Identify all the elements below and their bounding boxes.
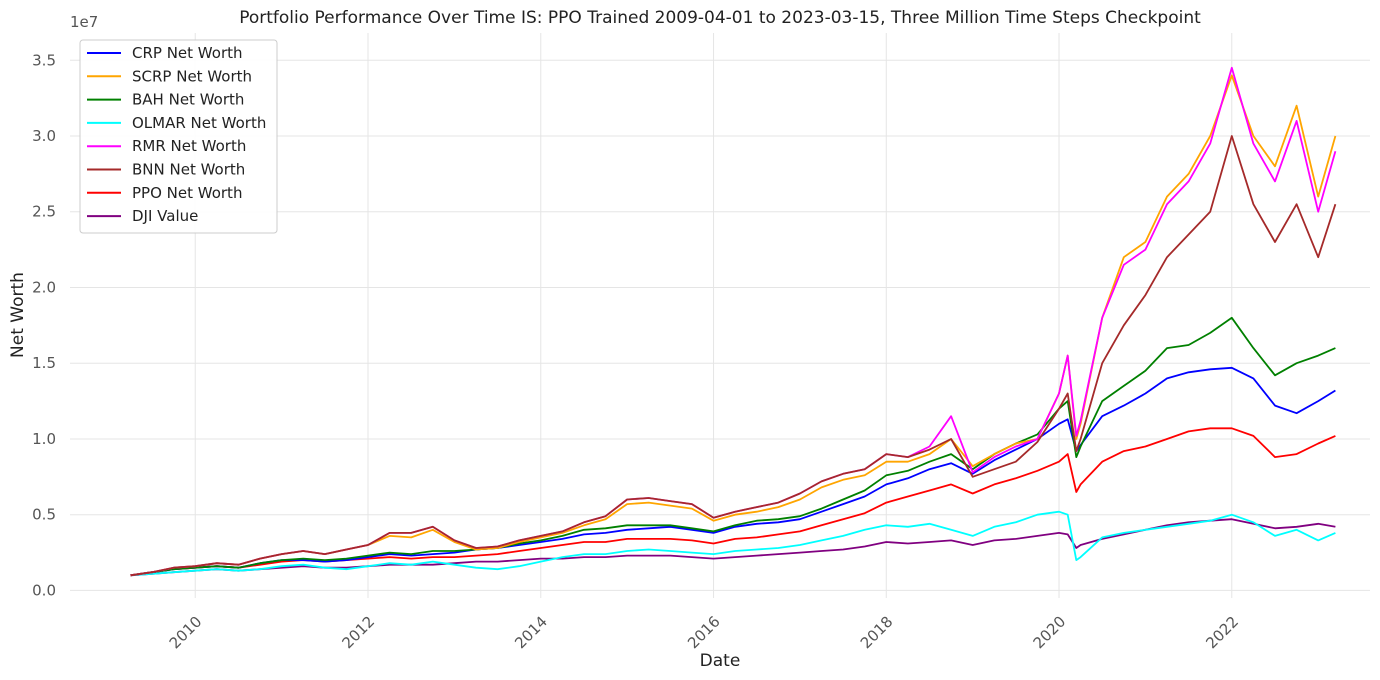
legend-label: BNN Net Worth (132, 161, 245, 179)
legend-label: CRP Net Worth (132, 44, 243, 62)
y-tick-label: 3.5 (32, 51, 56, 69)
series-line-crp-net-worth (130, 366, 1336, 577)
y-tick-label: 0.0 (32, 581, 56, 599)
legend-label: BAH Net Worth (132, 91, 244, 109)
y-tick-label: 2.5 (32, 203, 56, 221)
y-tick-label: 3.0 (32, 127, 56, 145)
y-tick-label: 0.5 (32, 506, 56, 524)
legend: CRP Net Worth SCRP Net Worth BAH Net Worth… (79, 39, 278, 234)
legend-label: RMR Net Worth (132, 137, 246, 155)
y-offset-label: 1e7 (70, 13, 98, 31)
legend-label: OLMAR Net Worth (132, 114, 266, 132)
x-axis-label: Date (700, 651, 741, 671)
series-line-olmar-net-worth (130, 510, 1336, 577)
legend-label: SCRP Net Worth (132, 67, 252, 85)
legend-label: DJI Value (132, 207, 198, 225)
series-line-bah-net-worth (130, 316, 1336, 577)
series-lines (130, 66, 1337, 577)
legend-label: PPO Net Worth (132, 184, 242, 202)
legend-box (79, 39, 278, 234)
chart-title: Portfolio Performance Over Time IS: PPO … (239, 8, 1201, 28)
y-tick-label: 1.0 (32, 430, 56, 448)
series-line-bnn-net-worth (130, 135, 1337, 577)
y-axis-label: Net Worth (8, 272, 28, 358)
series-line-dji-value (130, 518, 1336, 577)
y-tick-label: 2.0 (32, 278, 56, 296)
y-tick-label: 1.5 (32, 354, 56, 372)
